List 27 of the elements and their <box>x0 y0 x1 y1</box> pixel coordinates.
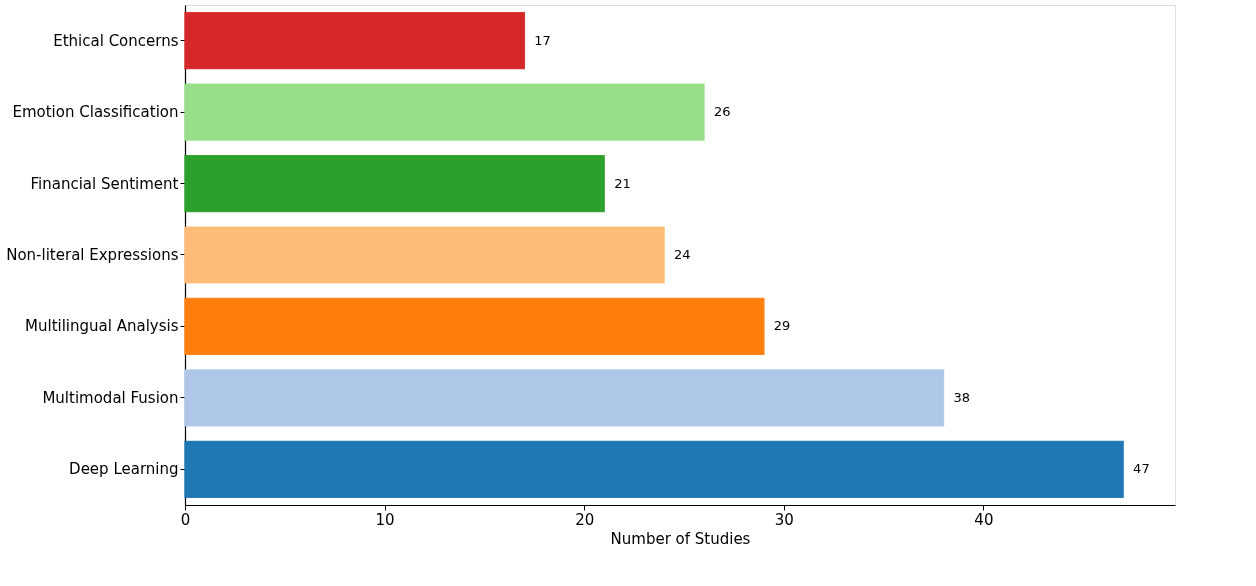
data-label: 17 <box>534 32 551 48</box>
x-tick-label: 10 <box>375 510 395 529</box>
data-label: 24 <box>674 247 691 262</box>
bar <box>184 440 1124 498</box>
y-tick-label: Ethical Concerns <box>53 31 179 50</box>
x-tick-label: 40 <box>974 510 994 529</box>
bar <box>184 83 705 141</box>
x-tick-label: 30 <box>774 510 794 529</box>
data-label: 29 <box>773 318 791 334</box>
y-tick-label: Non-literal Expressions <box>6 246 179 264</box>
bar <box>184 369 945 427</box>
y-tick-label: Multimodal Fusion <box>42 388 179 407</box>
y-tick-label: Emotion Classification <box>12 103 179 122</box>
x-axis-title: Number of Studies <box>610 529 751 548</box>
data-label: 21 <box>614 175 631 191</box>
y-tick-label: Financial Sentiment <box>30 174 179 193</box>
bar <box>184 297 765 356</box>
x-tick-label: 0 <box>180 510 191 529</box>
y-tick-label: Multilingual Analysis <box>25 317 179 336</box>
data-label: 38 <box>953 389 971 405</box>
y-tick-label: Deep Learning <box>69 460 179 479</box>
data-label: 26 <box>713 104 731 120</box>
x-tick-label: 20 <box>575 510 595 529</box>
data-label: 47 <box>1133 461 1150 477</box>
bar <box>184 226 665 284</box>
bar <box>184 12 526 70</box>
bar <box>184 154 605 213</box>
